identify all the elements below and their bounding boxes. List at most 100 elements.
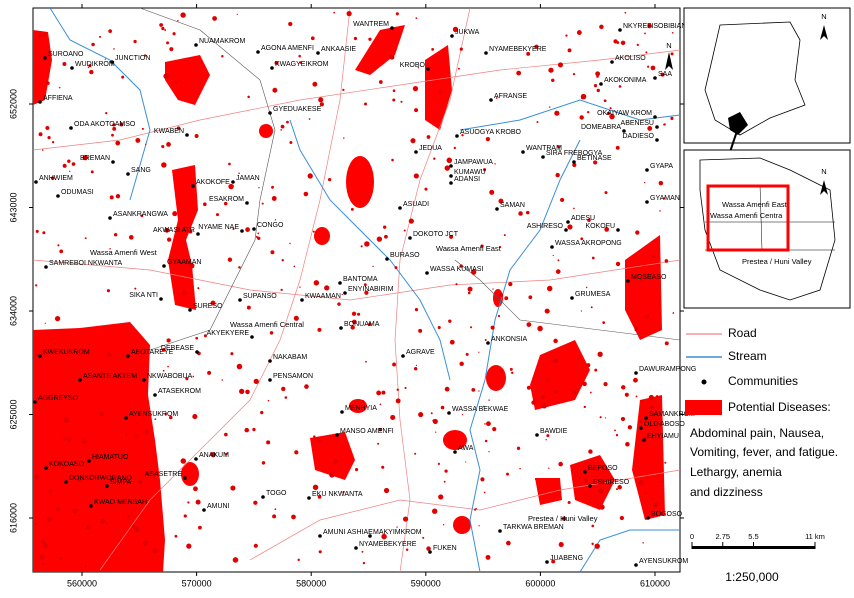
- community-dot: [449, 181, 453, 185]
- x-tick-label: 570000: [182, 578, 212, 588]
- risk-dot: [499, 293, 504, 298]
- community-dot: [449, 164, 453, 168]
- risk-dot: [364, 241, 370, 247]
- risk-dot: [599, 24, 604, 30]
- risk-dot: [650, 65, 656, 71]
- risk-dot: [42, 231, 46, 235]
- x-tick-label: 560000: [67, 578, 97, 588]
- community-label: AKOKONIMA: [604, 77, 647, 84]
- boundaries: [139, 7, 681, 351]
- community-label: BREMAN: [80, 155, 110, 162]
- community-label: SURESO: [193, 303, 223, 310]
- risk-dot: [599, 504, 605, 510]
- risk-dot: [350, 325, 355, 330]
- risk-dot: [414, 308, 419, 312]
- community-dot: [447, 411, 451, 415]
- risk-dot: [396, 526, 398, 528]
- community-dot: [268, 378, 272, 382]
- risk-dot: [625, 441, 630, 447]
- community-dot: [261, 495, 265, 499]
- community-label: BURASO: [390, 252, 420, 259]
- risk-dot: [343, 137, 345, 139]
- risk-dot: [318, 550, 322, 554]
- risk-dot: [503, 234, 506, 237]
- community-label: EHYIAMU: [647, 433, 679, 440]
- risk-dot: [541, 395, 545, 400]
- community-label: PENSAMON: [273, 373, 313, 380]
- risk-dot: [670, 52, 674, 56]
- community-label: ANKAASIE: [321, 46, 356, 53]
- north-label: N: [821, 12, 826, 21]
- community-label: BETINASE: [577, 155, 612, 162]
- risk-dot: [224, 432, 228, 437]
- community-dot: [338, 281, 342, 285]
- risk-areas: [33, 25, 665, 572]
- risk-dot: [548, 67, 554, 73]
- risk-dot: [506, 540, 511, 546]
- community-label: DEBEASE: [161, 345, 194, 352]
- risk-dot: [504, 296, 509, 301]
- community-dot: [599, 82, 603, 86]
- risk-dot: [648, 394, 654, 401]
- risk-dot: [143, 54, 147, 57]
- risk-dot: [489, 189, 495, 195]
- risk-dot: [557, 62, 564, 68]
- community-dot: [616, 228, 620, 232]
- risk-dot: [232, 227, 235, 231]
- risk-dot: [440, 405, 445, 410]
- community-dot: [196, 232, 200, 236]
- risk-dot: [381, 533, 387, 540]
- community-label: GYAPA: [650, 163, 673, 170]
- risk-dot: [594, 543, 600, 549]
- risk-dot: [253, 543, 258, 548]
- risk-dot: [167, 365, 169, 368]
- risk-dot: [360, 245, 363, 248]
- community-label: KWAO MENSAH: [94, 499, 147, 506]
- risk-dot: [327, 177, 332, 182]
- risk-dot: [457, 67, 460, 70]
- community-label: GYAAMAN: [167, 259, 202, 266]
- risk-dot: [260, 410, 264, 415]
- risk-dot: [506, 472, 510, 476]
- risk-dot: [112, 126, 117, 131]
- community-dot: [618, 28, 622, 32]
- community-dot: [484, 51, 488, 55]
- risk-dot: [591, 524, 595, 528]
- risk-dot: [352, 319, 357, 325]
- risk-dot: [431, 48, 435, 51]
- scale-label: 11 km: [805, 532, 825, 541]
- risk-dot: [402, 516, 409, 522]
- risk-dot: [389, 54, 395, 60]
- community-label: NAKABAM: [273, 354, 307, 361]
- risk-dot: [593, 160, 598, 165]
- risk-dot: [41, 539, 46, 544]
- community-label: AFRANSE: [494, 93, 527, 100]
- community-dot: [256, 50, 260, 54]
- risk-dot: [253, 378, 259, 385]
- risk-dot: [609, 113, 615, 120]
- risk-dot: [609, 107, 612, 110]
- risk-dot: [135, 421, 139, 425]
- risk-dot: [368, 322, 372, 326]
- risk-dot: [484, 339, 487, 342]
- risk-dot: [236, 13, 238, 15]
- risk-dot: [107, 352, 112, 358]
- community-dot: [240, 229, 244, 233]
- risk-dot: [658, 180, 664, 186]
- risk-dot: [43, 32, 48, 37]
- community-dot: [185, 133, 189, 137]
- risk-dot: [203, 202, 207, 207]
- risk-dot: [223, 201, 228, 206]
- risk-dot: [405, 548, 409, 552]
- risk-dot: [584, 478, 589, 483]
- risk-dot: [72, 508, 78, 514]
- risk-dot: [437, 325, 441, 330]
- risk-dot: [246, 305, 251, 310]
- risk-dot: [467, 286, 473, 292]
- risk-dot: [422, 536, 425, 539]
- risk-dot: [152, 548, 158, 554]
- community-dot: [426, 67, 430, 71]
- risk-dot: [127, 514, 131, 518]
- risk-dot: [221, 379, 224, 381]
- risk-dot: [410, 138, 416, 144]
